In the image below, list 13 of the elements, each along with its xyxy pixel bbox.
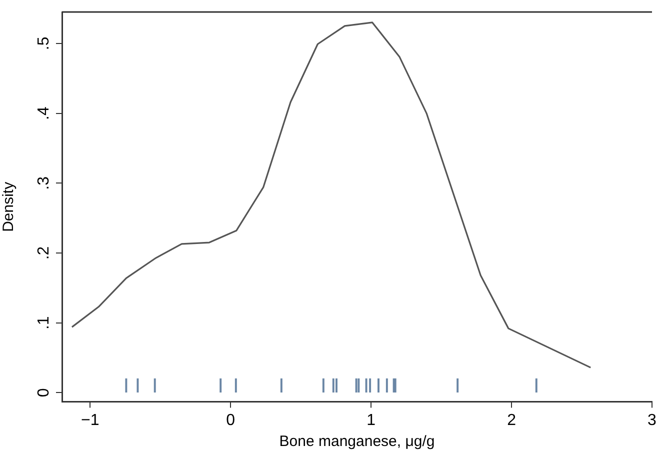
y-tick-label: .3 <box>35 176 52 190</box>
x-tick-label: 0 <box>226 412 236 429</box>
y-tick-label: .1 <box>35 316 52 330</box>
y-tick-label: .4 <box>35 106 52 120</box>
x-axis-title: Bone manganese, μg/g <box>279 433 435 450</box>
y-axis-title: Density <box>0 181 18 232</box>
y-tick-label: .2 <box>35 246 52 260</box>
y-tick-label: .5 <box>35 36 52 50</box>
x-tick-label: 2 <box>507 412 516 429</box>
x-tick-label: −1 <box>80 412 100 429</box>
x-tick-label: 3 <box>648 412 657 429</box>
x-tick-label: 1 <box>366 412 376 429</box>
y-tick-label: 0 <box>35 388 52 398</box>
